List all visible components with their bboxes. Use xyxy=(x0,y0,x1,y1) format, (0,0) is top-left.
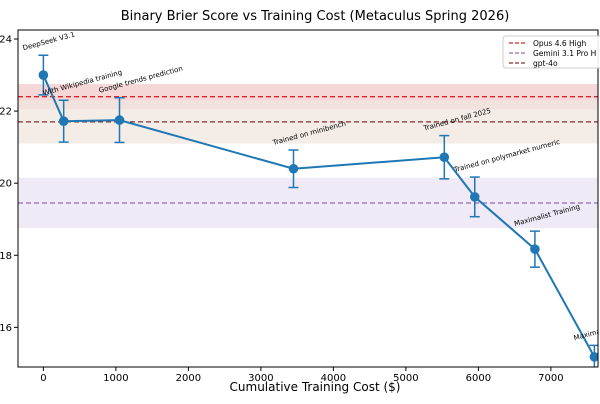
legend-label: Gemini 3.1 Pro H xyxy=(533,49,596,58)
data-point xyxy=(58,116,69,126)
series-line xyxy=(42,74,596,358)
legend-label: Opus 4.6 High xyxy=(533,39,587,48)
y-tick-label: 22 xyxy=(0,107,12,118)
x-tick-label: 7000 xyxy=(538,373,563,384)
x-tick-label: 1000 xyxy=(103,373,128,384)
data-point xyxy=(114,115,125,125)
data-point xyxy=(589,352,598,362)
x-tick-label: 5000 xyxy=(393,373,418,384)
legend-box xyxy=(502,35,600,69)
y-tick-label: 20 xyxy=(0,179,12,190)
x-tick-label: 6000 xyxy=(466,373,491,384)
x-tick-label: 4000 xyxy=(321,373,346,384)
y-tick-label: 18 xyxy=(0,251,12,262)
x-tick-label: 0 xyxy=(40,373,46,384)
legend-label: gpt-4o xyxy=(533,59,558,68)
data-point xyxy=(439,152,450,163)
x-tick-label: 2000 xyxy=(176,373,201,384)
x-tick-label: 3000 xyxy=(248,373,273,384)
chart-title: Binary Brier Score vs Training Cost (Met… xyxy=(121,9,510,24)
data-point xyxy=(469,192,480,202)
data-point xyxy=(530,244,540,254)
plot-frame xyxy=(17,29,599,368)
point-annotation: DeepSeek V3.1 xyxy=(22,31,76,53)
x-axis-label: Cumulative Training Cost ($) xyxy=(230,380,401,394)
data-point xyxy=(288,163,299,174)
y-tick-label: 16 xyxy=(0,323,12,334)
y-tick-label: 24 xyxy=(0,35,12,46)
data-point xyxy=(38,70,49,80)
